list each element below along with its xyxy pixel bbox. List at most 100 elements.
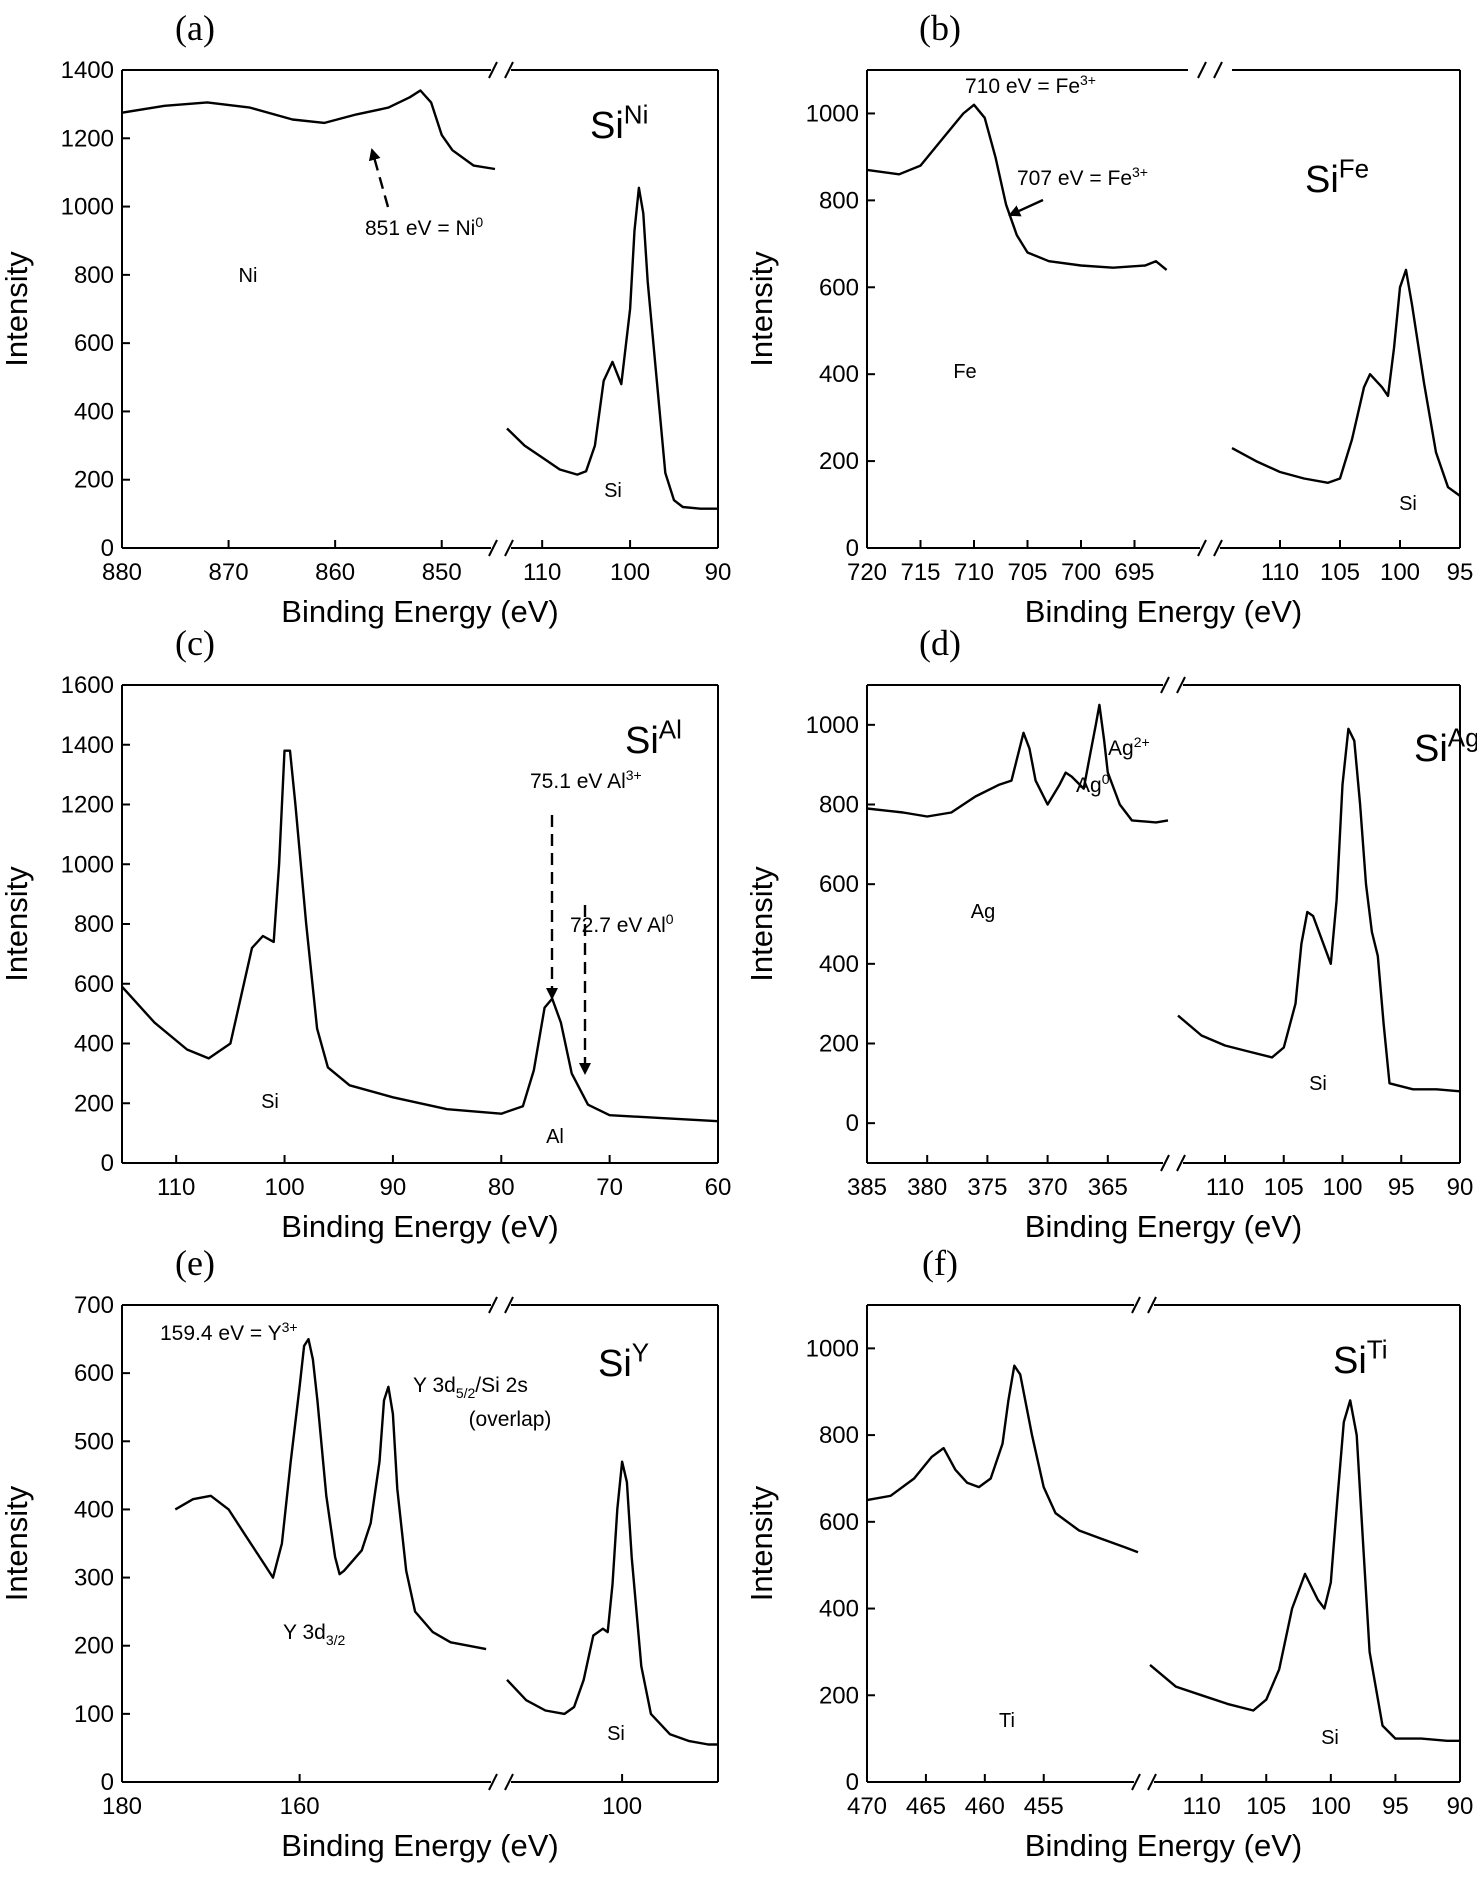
x-tick-label: 70 xyxy=(596,1174,623,1201)
y-tick-label: 600 xyxy=(819,274,859,301)
y-tick-label: 300 xyxy=(74,1565,114,1592)
peak-annotation: 72.7 eV Al0 xyxy=(570,911,674,937)
x-axis-label: Binding Energy (eV) xyxy=(281,1828,558,1863)
x-tick-label: 720 xyxy=(847,559,887,586)
axis-break-mark xyxy=(1147,1773,1157,1791)
x-tick-label: 880 xyxy=(102,559,142,586)
y-tick-label: 400 xyxy=(819,1596,859,1623)
x-tick-label: 90 xyxy=(380,1174,407,1201)
axis-break-mark xyxy=(1147,1296,1157,1314)
panel-label: (f) xyxy=(922,1243,958,1283)
y-axis-label: Intensity xyxy=(744,251,779,367)
peak-annotation: 707 eV = Fe3+ xyxy=(1017,164,1148,190)
axis-break-mark xyxy=(488,1296,498,1314)
axis-break-mark xyxy=(504,539,514,557)
element-label: Si xyxy=(607,1723,625,1745)
y-tick-label: 100 xyxy=(74,1701,114,1728)
x-tick-label: 180 xyxy=(102,1793,142,1820)
axis-break-mark xyxy=(488,1773,498,1791)
x-tick-label: 105 xyxy=(1320,559,1360,586)
axis-break-mark xyxy=(1197,539,1207,557)
x-tick-label: 700 xyxy=(1061,559,1101,586)
x-tick-label: 90 xyxy=(1447,1793,1474,1820)
panel-label: (e) xyxy=(175,1243,215,1283)
x-tick-label: 850 xyxy=(422,559,462,586)
sample-label: SiNi xyxy=(590,100,648,147)
y-tick-label: 0 xyxy=(101,1769,114,1796)
y-tick-label: 600 xyxy=(74,330,114,357)
y-tick-label: 1000 xyxy=(61,194,114,221)
x-tick-label: 100 xyxy=(1380,559,1420,586)
x-tick-label: 105 xyxy=(1246,1793,1286,1820)
axis-break-mark xyxy=(504,1296,514,1314)
spectrum-line xyxy=(866,103,1168,271)
panel-label: (a) xyxy=(175,8,215,48)
peak-annotation: 159.4 eV = Y3+ xyxy=(160,1319,298,1345)
panel-c: 0 200 400 600 800 1000 1200 1400 1600 110 100 90 80 7… xyxy=(0,623,731,1244)
sample-label: SiTi xyxy=(1333,1335,1388,1382)
spectrum-line xyxy=(1149,1399,1460,1742)
x-tick-label: 715 xyxy=(900,559,940,586)
x-tick-label: 110 xyxy=(157,1174,195,1201)
y-tick-label: 700 xyxy=(74,1292,114,1319)
axis-break-mark xyxy=(504,1773,514,1791)
y3d52-label: Y 3d5/2/Si 2s xyxy=(413,1374,528,1401)
y-tick-label: 800 xyxy=(819,187,859,214)
y-axis-label: Intensity xyxy=(0,1485,34,1601)
y-tick-label: 500 xyxy=(74,1428,114,1455)
x-tick-label: 705 xyxy=(1007,559,1047,586)
x-tick-label: 60 xyxy=(705,1174,732,1201)
y-tick-label: 800 xyxy=(74,262,114,289)
axis-break-mark xyxy=(1131,1296,1141,1314)
x-axis-label: Binding Energy (eV) xyxy=(1025,1828,1302,1863)
annotation-arrow xyxy=(368,148,390,208)
spectrum-line xyxy=(121,89,496,171)
spectrum-line xyxy=(174,1337,487,1651)
panel-e: 0 100 200 300 400 500 600 700 180 160 100 Si Binding… xyxy=(0,1243,719,1863)
x-tick-label: 370 xyxy=(1028,1174,1068,1201)
sample-label: SiAl xyxy=(625,715,682,762)
y-tick-label: 200 xyxy=(819,1031,859,1058)
x-tick-label: 385 xyxy=(847,1174,887,1201)
element-label: Si xyxy=(1309,1073,1327,1095)
y-tick-label: 1200 xyxy=(61,792,114,819)
element-label: Ni xyxy=(239,265,258,287)
panel-a: 0 200 400 600 800 1000 1200 1400 880 870 860 850 Ni 1… xyxy=(0,8,731,629)
x-tick-label: 695 xyxy=(1114,559,1154,586)
y-tick-label: 200 xyxy=(819,1682,859,1709)
annotation-arrow xyxy=(1008,198,1044,217)
y-tick-label: 600 xyxy=(819,1509,859,1536)
axis-break-mark xyxy=(1131,1773,1141,1791)
y-tick-label: 800 xyxy=(819,1422,859,1449)
y-tick-label: 200 xyxy=(819,448,859,475)
y-tick-label: 200 xyxy=(74,1633,114,1660)
spectrum-line xyxy=(866,703,1169,824)
x-tick-label: 375 xyxy=(967,1174,1007,1201)
y-tick-label: 1000 xyxy=(806,1335,859,1362)
x-tick-label: 100 xyxy=(610,559,650,586)
axis-break-mark xyxy=(1197,61,1207,79)
x-tick-label: 380 xyxy=(907,1174,947,1201)
x-tick-label: 455 xyxy=(1024,1793,1064,1820)
y-tick-label: 600 xyxy=(74,1360,114,1387)
panel-label: (c) xyxy=(175,623,215,663)
element-label: Ti xyxy=(999,1710,1015,1732)
y-tick-label: 800 xyxy=(819,792,859,819)
y-tick-label: 1600 xyxy=(61,672,114,699)
peak-annotation: 710 eV = Fe3+ xyxy=(965,72,1096,98)
element-label: Fe xyxy=(953,361,976,383)
y-axis-label: Intensity xyxy=(0,251,34,367)
element-label: Si xyxy=(604,480,622,502)
y-tick-label: 0 xyxy=(846,1769,859,1796)
panel-d: 0 200 400 600 800 1000 385 380 375 370 365 Ag 110 105… xyxy=(744,623,1473,1244)
peak-annotation: Ag2+ xyxy=(1108,734,1150,760)
overlap-label: (overlap) xyxy=(469,1408,552,1431)
x-axis-label: Binding Energy (eV) xyxy=(281,1209,558,1244)
axis-break-mark xyxy=(1160,1154,1170,1172)
sample-label: SiFe xyxy=(1305,154,1369,201)
x-tick-label: 100 xyxy=(1311,1793,1351,1820)
y-tick-label: 600 xyxy=(819,871,859,898)
x-tick-label: 95 xyxy=(1447,559,1474,586)
x-tick-label: 105 xyxy=(1264,1174,1304,1201)
